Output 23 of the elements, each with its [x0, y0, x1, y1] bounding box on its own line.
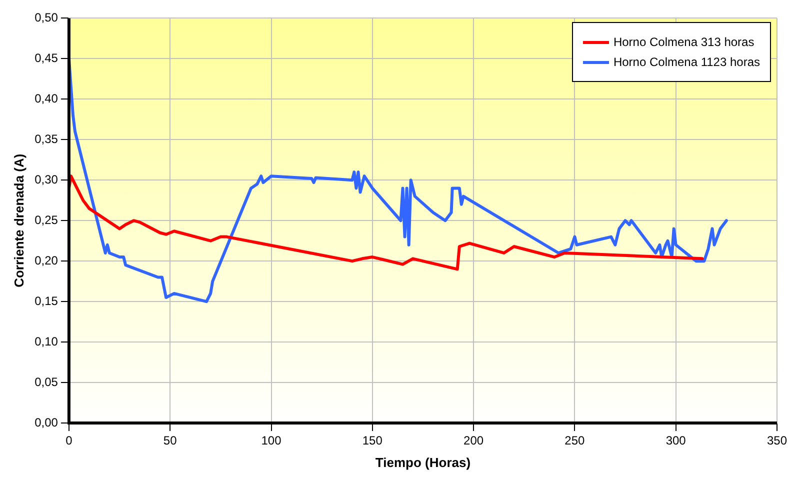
- x-tick-label: 0: [66, 434, 73, 448]
- y-tick-label: 0,15: [34, 294, 58, 308]
- legend-label: Horno Colmena 1123 horas: [613, 55, 760, 69]
- y-tick-label: 0,20: [34, 253, 58, 268]
- legend-label: Horno Colmena 313 horas: [613, 35, 754, 49]
- y-tick-label: 0,25: [34, 212, 58, 227]
- x-tick-label: 100: [261, 434, 282, 448]
- y-tick-label: 0,40: [34, 91, 58, 106]
- y-tick-label: 0,10: [34, 334, 58, 348]
- y-tick-label: 0,50: [34, 10, 58, 25]
- x-tick-label: 350: [766, 434, 788, 448]
- x-axis-title: Tiempo (Horas): [375, 454, 471, 470]
- y-tick-label: 0,05: [34, 374, 58, 389]
- x-tick-label: 50: [163, 434, 178, 448]
- y-tick-label: 0,30: [34, 172, 58, 186]
- x-tick-label: 200: [464, 434, 484, 448]
- y-tick-label: 0,35: [34, 132, 58, 146]
- x-tick-label: 300: [666, 434, 686, 448]
- x-tick-label: 250: [564, 434, 586, 448]
- y-tick-label: 0,45: [34, 50, 58, 65]
- y-tick-label: 0,00: [34, 415, 58, 430]
- x-tick-label: 150: [362, 434, 383, 448]
- y-axis-title: Corriente drenada (A): [11, 154, 26, 288]
